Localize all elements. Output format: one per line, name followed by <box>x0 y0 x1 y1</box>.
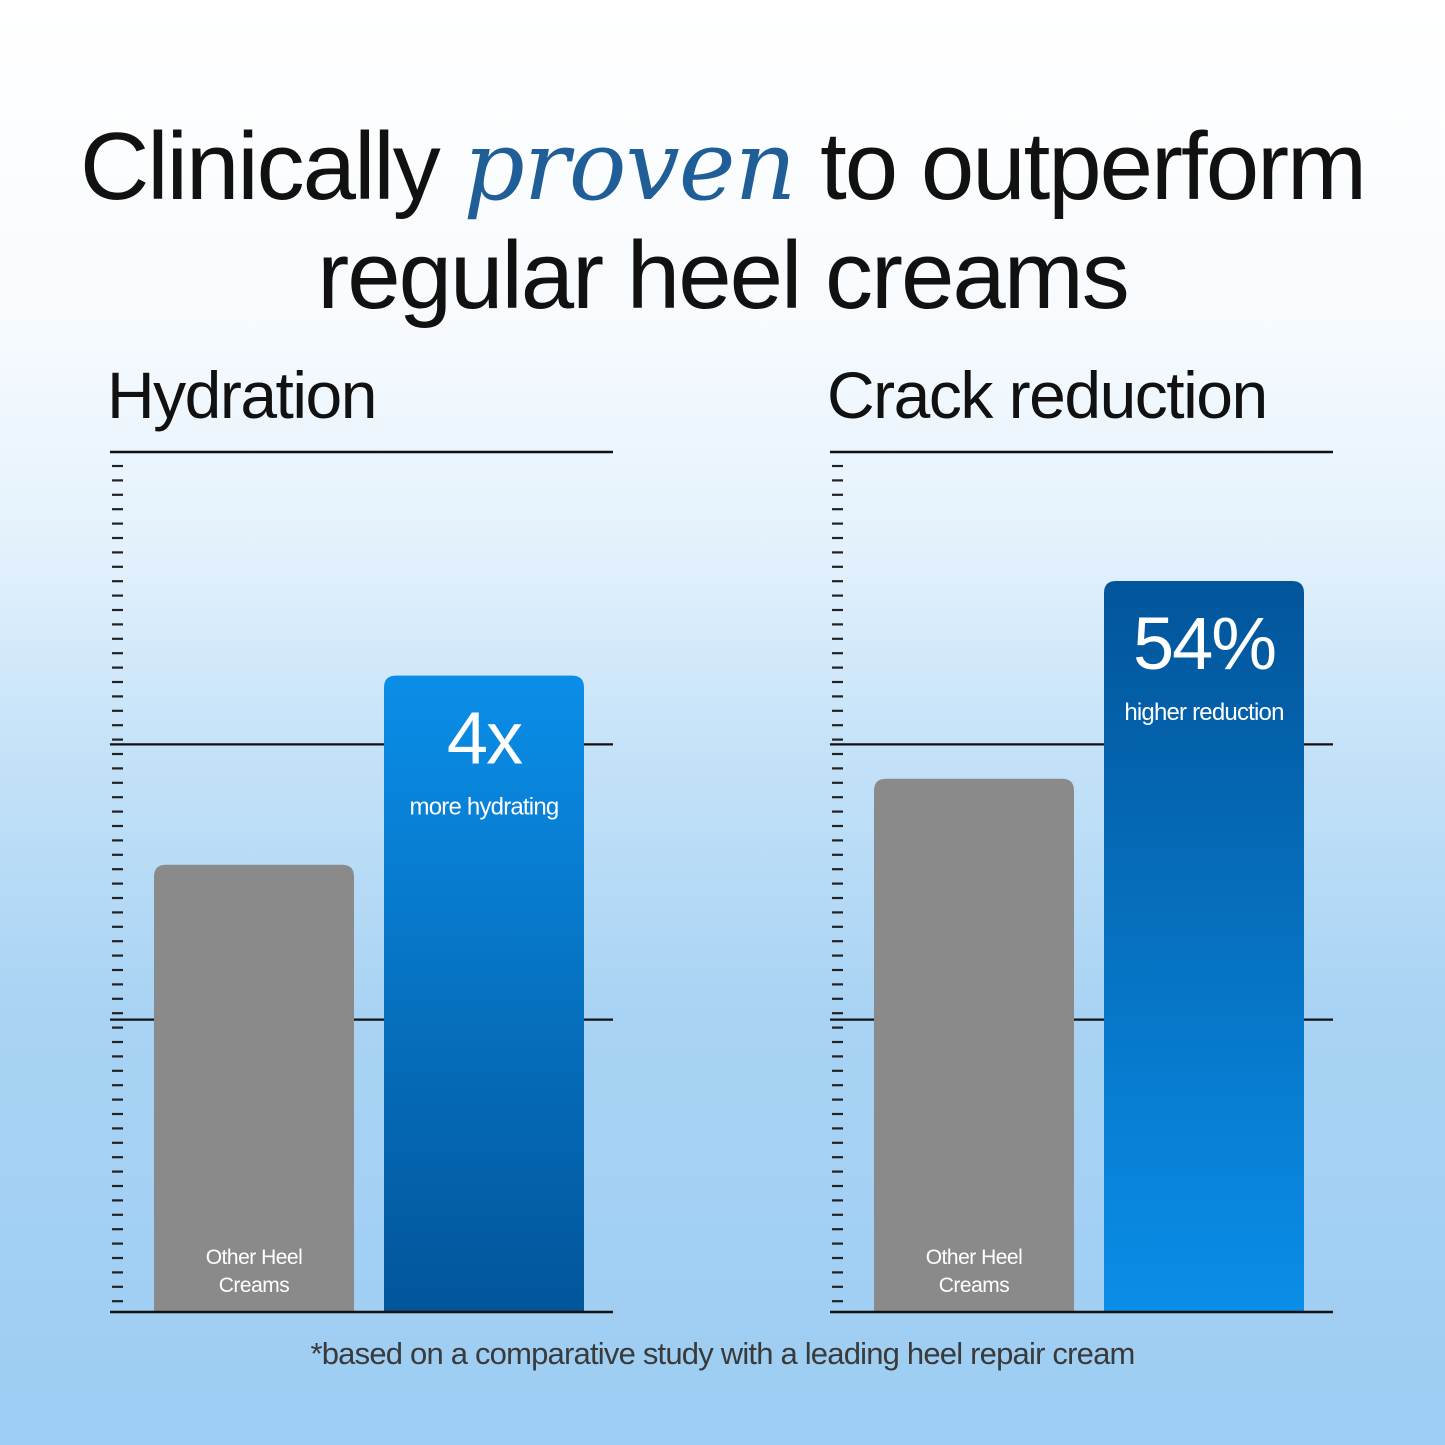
hydration-brand-bar <box>384 675 584 1312</box>
crack-reduction-competitor-bar <box>874 778 1074 1312</box>
hydration-callout-label: more hydrating <box>410 794 559 821</box>
crack-reduction-bar-label: Creams <box>939 1274 1010 1297</box>
hydration-chart: Hydration Other Heel Creams 4x more hydrati… <box>107 358 630 1320</box>
headline-line-1: Clinically proven to outperform <box>0 118 1445 215</box>
crack-reduction-chart-title: Crack reduction <box>827 358 1268 432</box>
crack-reduction-bar-label: Other Heel <box>926 1246 1023 1269</box>
crack-reduction-chart: Crack reduction Other Heel Creams 54% highe… <box>827 358 1350 1320</box>
hydration-axis-ticks <box>112 464 123 1303</box>
hydration-bar-label: Other Heel <box>206 1246 303 1269</box>
crack-reduction-axis-ticks <box>832 464 843 1303</box>
crack-reduction-brand-bar <box>1104 581 1304 1312</box>
hydration-callout-value: 4x <box>447 697 523 780</box>
crack-reduction-chart-plot: Other Heel Creams 54% higher reduction <box>830 450 1333 1314</box>
crack-reduction-callout-value: 54% <box>1133 602 1275 685</box>
headline-lead: Clinically <box>79 113 464 220</box>
footnote: *based on a comparative study with a lea… <box>310 1336 1135 1371</box>
headline-emphasis: proven <box>463 110 796 222</box>
headline-line-2: regular heel creams <box>317 222 1129 329</box>
hydration-chart-title: Hydration <box>107 358 377 432</box>
crack-reduction-callout-label: higher reduction <box>1124 699 1283 726</box>
hydration-chart-plot: Other Heel Creams 4x more hydrating <box>110 450 613 1314</box>
headline-trail: to outperform <box>795 113 1367 220</box>
hydration-bar-label: Creams <box>219 1274 290 1297</box>
hydration-competitor-bar <box>154 864 354 1312</box>
